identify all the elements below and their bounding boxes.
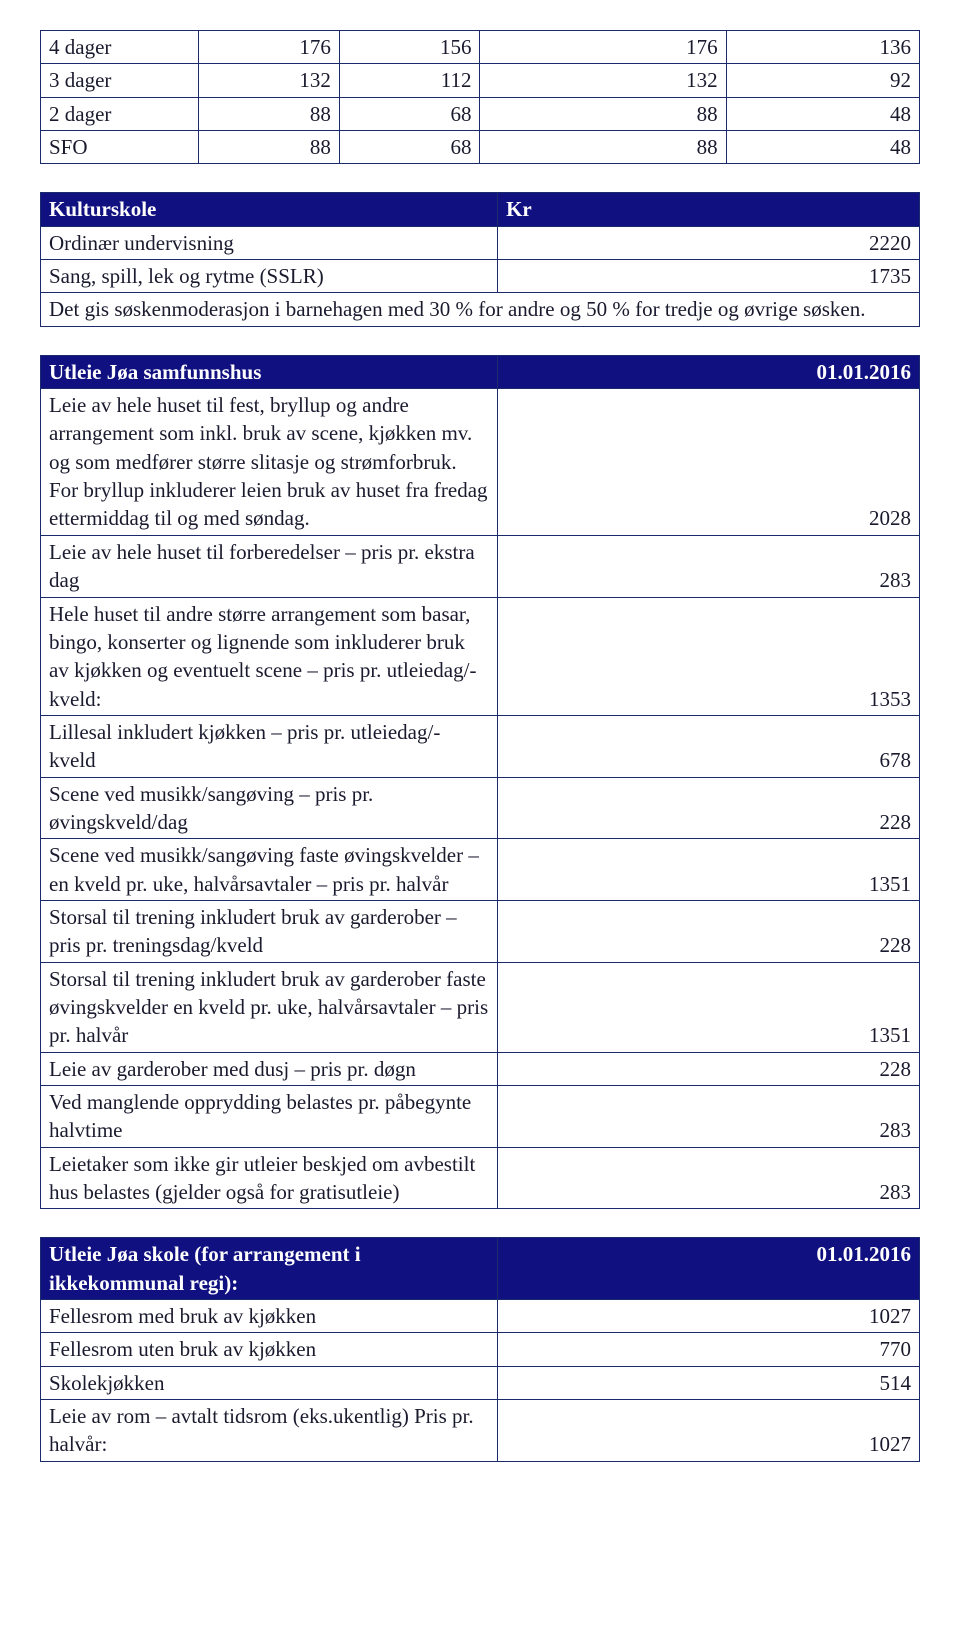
row-label: Storsal til trening inkludert bruk av ga… — [41, 900, 498, 962]
row-label: Leie av hele huset til forberedelser – p… — [41, 535, 498, 597]
row-label: 4 dager — [41, 31, 199, 64]
row-value: 283 — [498, 1086, 920, 1148]
row-label: Skolekjøkken — [41, 1366, 498, 1399]
row-value: 112 — [339, 64, 480, 97]
row-label: Fellesrom uten bruk av kjøkken — [41, 1333, 498, 1366]
row-value: 1351 — [498, 962, 920, 1052]
row-label: Ordinær undervisning — [41, 226, 498, 259]
kulturskole-note: Det gis søskenmoderasjon i barnehagen me… — [41, 293, 920, 326]
row-label: Leie av rom – avtalt tidsrom (eks.ukentl… — [41, 1400, 498, 1462]
kulturskole-table: Kulturskole Kr Ordinær undervisning2220S… — [40, 192, 920, 326]
table-row: 4 dager176156176136 — [41, 31, 920, 64]
row-label: Leie av hele huset til fest, bryllup og … — [41, 389, 498, 536]
row-value: 228 — [498, 1052, 920, 1085]
row-label: 3 dager — [41, 64, 199, 97]
row-label: Leietaker som ikke gir utleier beskjed o… — [41, 1147, 498, 1209]
row-value: 2220 — [498, 226, 920, 259]
samfunnshus-hdr-left: Utleie Jøa samfunnshus — [41, 355, 498, 388]
row-label: Scene ved musikk/sangøving faste øvingsk… — [41, 839, 498, 901]
row-value: 228 — [498, 777, 920, 839]
kulturskole-hdr-left: Kulturskole — [41, 193, 498, 226]
kulturskole-hdr-right: Kr — [498, 193, 920, 226]
table-row: Leie av hele huset til forberedelser – p… — [41, 535, 920, 597]
row-value: 1027 — [498, 1300, 920, 1333]
row-value: 88 — [480, 97, 726, 130]
table-row: Leietaker som ikke gir utleier beskjed o… — [41, 1147, 920, 1209]
row-label: Sang, spill, lek og rytme (SSLR) — [41, 260, 498, 293]
row-value: 68 — [339, 131, 480, 164]
skole-table: Utleie Jøa skole (for arrangement i ikke… — [40, 1237, 920, 1461]
row-label: Lillesal inkludert kjøkken – pris pr. ut… — [41, 715, 498, 777]
row-label: Hele huset til andre større arrangement … — [41, 597, 498, 715]
row-value: 132 — [480, 64, 726, 97]
row-value: 1027 — [498, 1400, 920, 1462]
row-value: 156 — [339, 31, 480, 64]
row-value: 228 — [498, 900, 920, 962]
table-row: Scene ved musikk/sangøving – pris pr. øv… — [41, 777, 920, 839]
row-value: 770 — [498, 1333, 920, 1366]
table-row: Sang, spill, lek og rytme (SSLR)1735 — [41, 260, 920, 293]
row-value: 88 — [199, 131, 340, 164]
table-row: SFO88688848 — [41, 131, 920, 164]
table-row: Lillesal inkludert kjøkken – pris pr. ut… — [41, 715, 920, 777]
table-row: Storsal til trening inkludert bruk av ga… — [41, 962, 920, 1052]
row-label: 2 dager — [41, 97, 199, 130]
row-value: 514 — [498, 1366, 920, 1399]
row-value: 678 — [498, 715, 920, 777]
row-value: 92 — [726, 64, 919, 97]
row-label: Ved manglende opprydding belastes pr. på… — [41, 1086, 498, 1148]
samfunnshus-hdr-right: 01.01.2016 — [498, 355, 920, 388]
row-value: 176 — [199, 31, 340, 64]
table-row: Leie av garderober med dusj – pris pr. d… — [41, 1052, 920, 1085]
table-row: Ved manglende opprydding belastes pr. på… — [41, 1086, 920, 1148]
skole-hdr-right: 01.01.2016 — [498, 1238, 920, 1300]
row-value: 48 — [726, 97, 919, 130]
skole-hdr-left: Utleie Jøa skole (for arrangement i ikke… — [41, 1238, 498, 1300]
table-row: Leie av rom – avtalt tidsrom (eks.ukentl… — [41, 1400, 920, 1462]
row-value: 1353 — [498, 597, 920, 715]
row-value: 283 — [498, 535, 920, 597]
row-value: 88 — [480, 131, 726, 164]
row-label: Fellesrom med bruk av kjøkken — [41, 1300, 498, 1333]
table-row: Leie av hele huset til fest, bryllup og … — [41, 389, 920, 536]
row-value: 1735 — [498, 260, 920, 293]
row-value: 48 — [726, 131, 919, 164]
row-value: 136 — [726, 31, 919, 64]
table-row: Ordinær undervisning2220 — [41, 226, 920, 259]
table-row: Skolekjøkken514 — [41, 1366, 920, 1399]
row-value: 1351 — [498, 839, 920, 901]
table-row: Scene ved musikk/sangøving faste øvingsk… — [41, 839, 920, 901]
table-row: Fellesrom med bruk av kjøkken1027 — [41, 1300, 920, 1333]
table-row: Fellesrom uten bruk av kjøkken770 — [41, 1333, 920, 1366]
row-value: 283 — [498, 1147, 920, 1209]
row-value: 68 — [339, 97, 480, 130]
row-value: 88 — [199, 97, 340, 130]
row-label: Storsal til trening inkludert bruk av ga… — [41, 962, 498, 1052]
top-table: 4 dager1761561761363 dager132112132922 d… — [40, 30, 920, 164]
table-row: Hele huset til andre større arrangement … — [41, 597, 920, 715]
samfunnshus-table: Utleie Jøa samfunnshus 01.01.2016 Leie a… — [40, 355, 920, 1210]
table-row: 3 dager13211213292 — [41, 64, 920, 97]
table-row: 2 dager88688848 — [41, 97, 920, 130]
row-value: 132 — [199, 64, 340, 97]
row-value: 2028 — [498, 389, 920, 536]
row-label: SFO — [41, 131, 199, 164]
row-label: Scene ved musikk/sangøving – pris pr. øv… — [41, 777, 498, 839]
row-value: 176 — [480, 31, 726, 64]
row-label: Leie av garderober med dusj – pris pr. d… — [41, 1052, 498, 1085]
table-row: Storsal til trening inkludert bruk av ga… — [41, 900, 920, 962]
